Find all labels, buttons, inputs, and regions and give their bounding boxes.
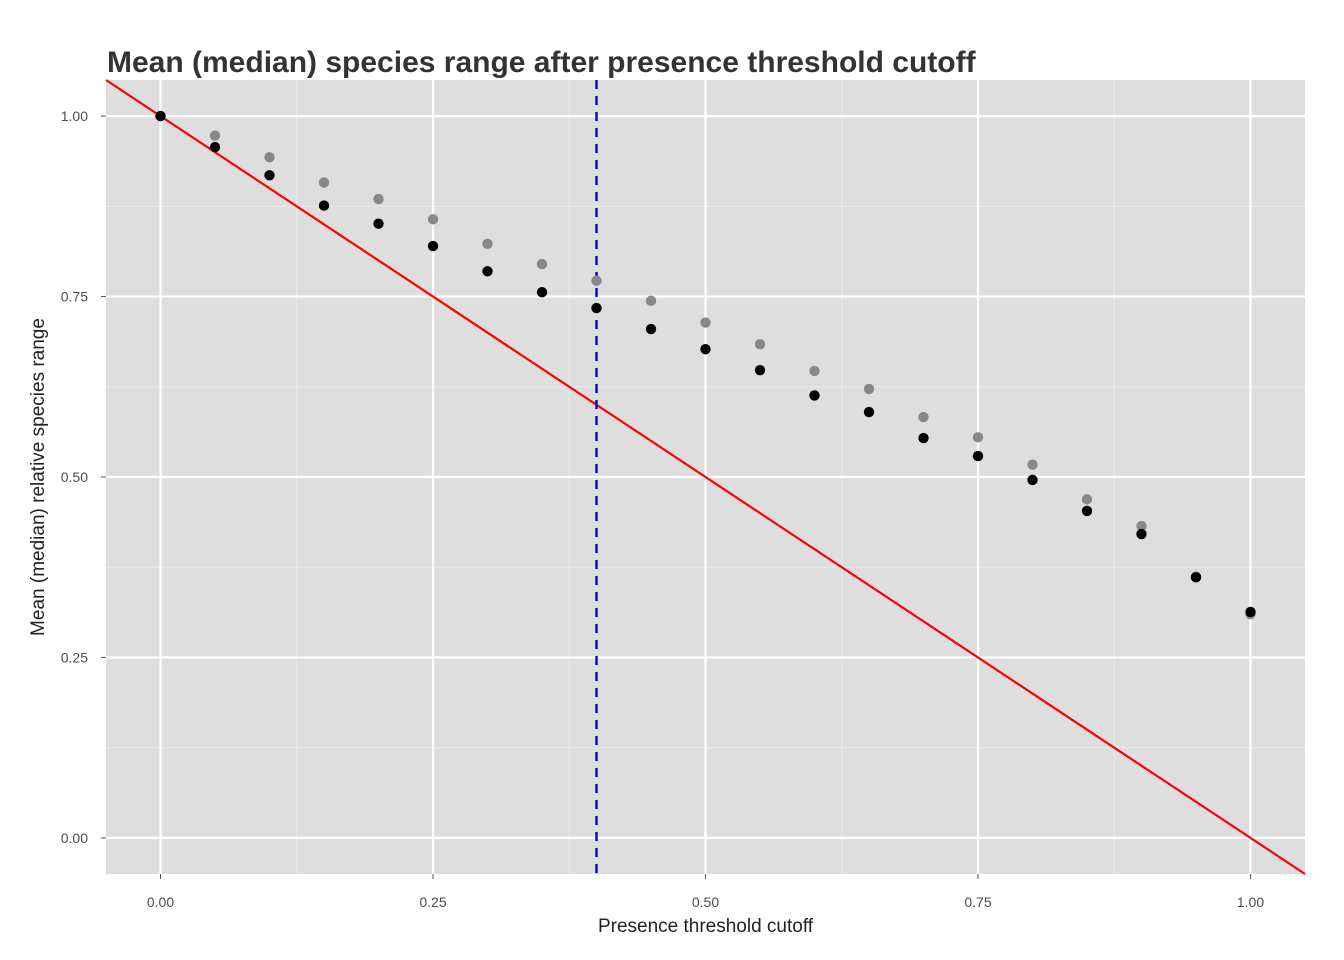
x-tick-label: 0.00 xyxy=(147,894,174,910)
grey-data-point xyxy=(972,432,984,443)
grey-data-point xyxy=(536,258,548,270)
grey-data-point xyxy=(373,193,384,205)
black-data-point xyxy=(1190,572,1202,583)
black-data-point xyxy=(264,170,275,181)
black-data-point xyxy=(700,344,711,355)
y-axis-ticks: 0.00 0.25 0.50 0.75 1.00 xyxy=(61,108,106,846)
grey-data-point xyxy=(591,275,602,286)
black-data-point xyxy=(645,323,657,335)
black-data-point xyxy=(1245,606,1256,618)
y-tick-label: 1.00 xyxy=(61,108,88,124)
grey-data-point xyxy=(209,130,221,141)
black-data-point xyxy=(1027,474,1038,486)
x-axis-ticks: 0.00 0.25 0.50 0.75 1.00 xyxy=(147,874,1264,910)
black-data-point xyxy=(427,240,439,252)
black-data-point xyxy=(809,390,820,401)
grey-data-point xyxy=(700,317,711,328)
black-data-point xyxy=(318,200,330,211)
black-data-point xyxy=(1081,505,1093,517)
grey-data-point xyxy=(1081,494,1093,505)
grey-data-point xyxy=(427,214,439,225)
black-data-point xyxy=(536,287,548,298)
black-data-point xyxy=(209,141,221,153)
black-data-point xyxy=(155,110,166,122)
grey-data-point xyxy=(645,295,657,307)
y-axis-label: Mean (median) relative species range xyxy=(28,318,49,636)
black-data-point xyxy=(1136,528,1147,540)
x-axis-label: Presence threshold cutoff xyxy=(598,916,814,937)
chart-title: Mean (median) species range after presen… xyxy=(107,46,977,79)
x-tick-label: 0.25 xyxy=(419,894,446,910)
grey-data-point xyxy=(264,152,275,163)
grey-data-point xyxy=(809,365,820,377)
y-tick-label: 0.25 xyxy=(61,649,88,665)
x-tick-label: 1.00 xyxy=(1237,894,1264,910)
black-data-point xyxy=(373,218,384,229)
black-data-point xyxy=(754,364,766,376)
reference-lines xyxy=(105,79,1306,875)
black-data-point xyxy=(972,450,984,462)
grey-data-point xyxy=(1027,459,1038,470)
black-data-point xyxy=(863,406,875,418)
y-tick-label: 0.50 xyxy=(61,469,88,485)
reference-diagonal-line xyxy=(105,79,1306,875)
black-data-point xyxy=(591,302,602,314)
y-tick-label: 0.00 xyxy=(61,830,88,846)
black-data-point xyxy=(482,266,493,277)
grey-data-point xyxy=(754,338,766,350)
x-tick-label: 0.50 xyxy=(692,894,719,910)
black-data-point xyxy=(918,432,929,444)
grey-data-point xyxy=(482,238,493,250)
grey-data-point xyxy=(863,383,875,395)
grey-data-point xyxy=(1136,520,1147,532)
y-tick-label: 0.75 xyxy=(61,289,88,305)
x-tick-label: 0.75 xyxy=(964,894,991,910)
data-points xyxy=(155,110,1256,620)
grey-data-point xyxy=(918,411,929,423)
grey-data-point xyxy=(318,177,330,188)
